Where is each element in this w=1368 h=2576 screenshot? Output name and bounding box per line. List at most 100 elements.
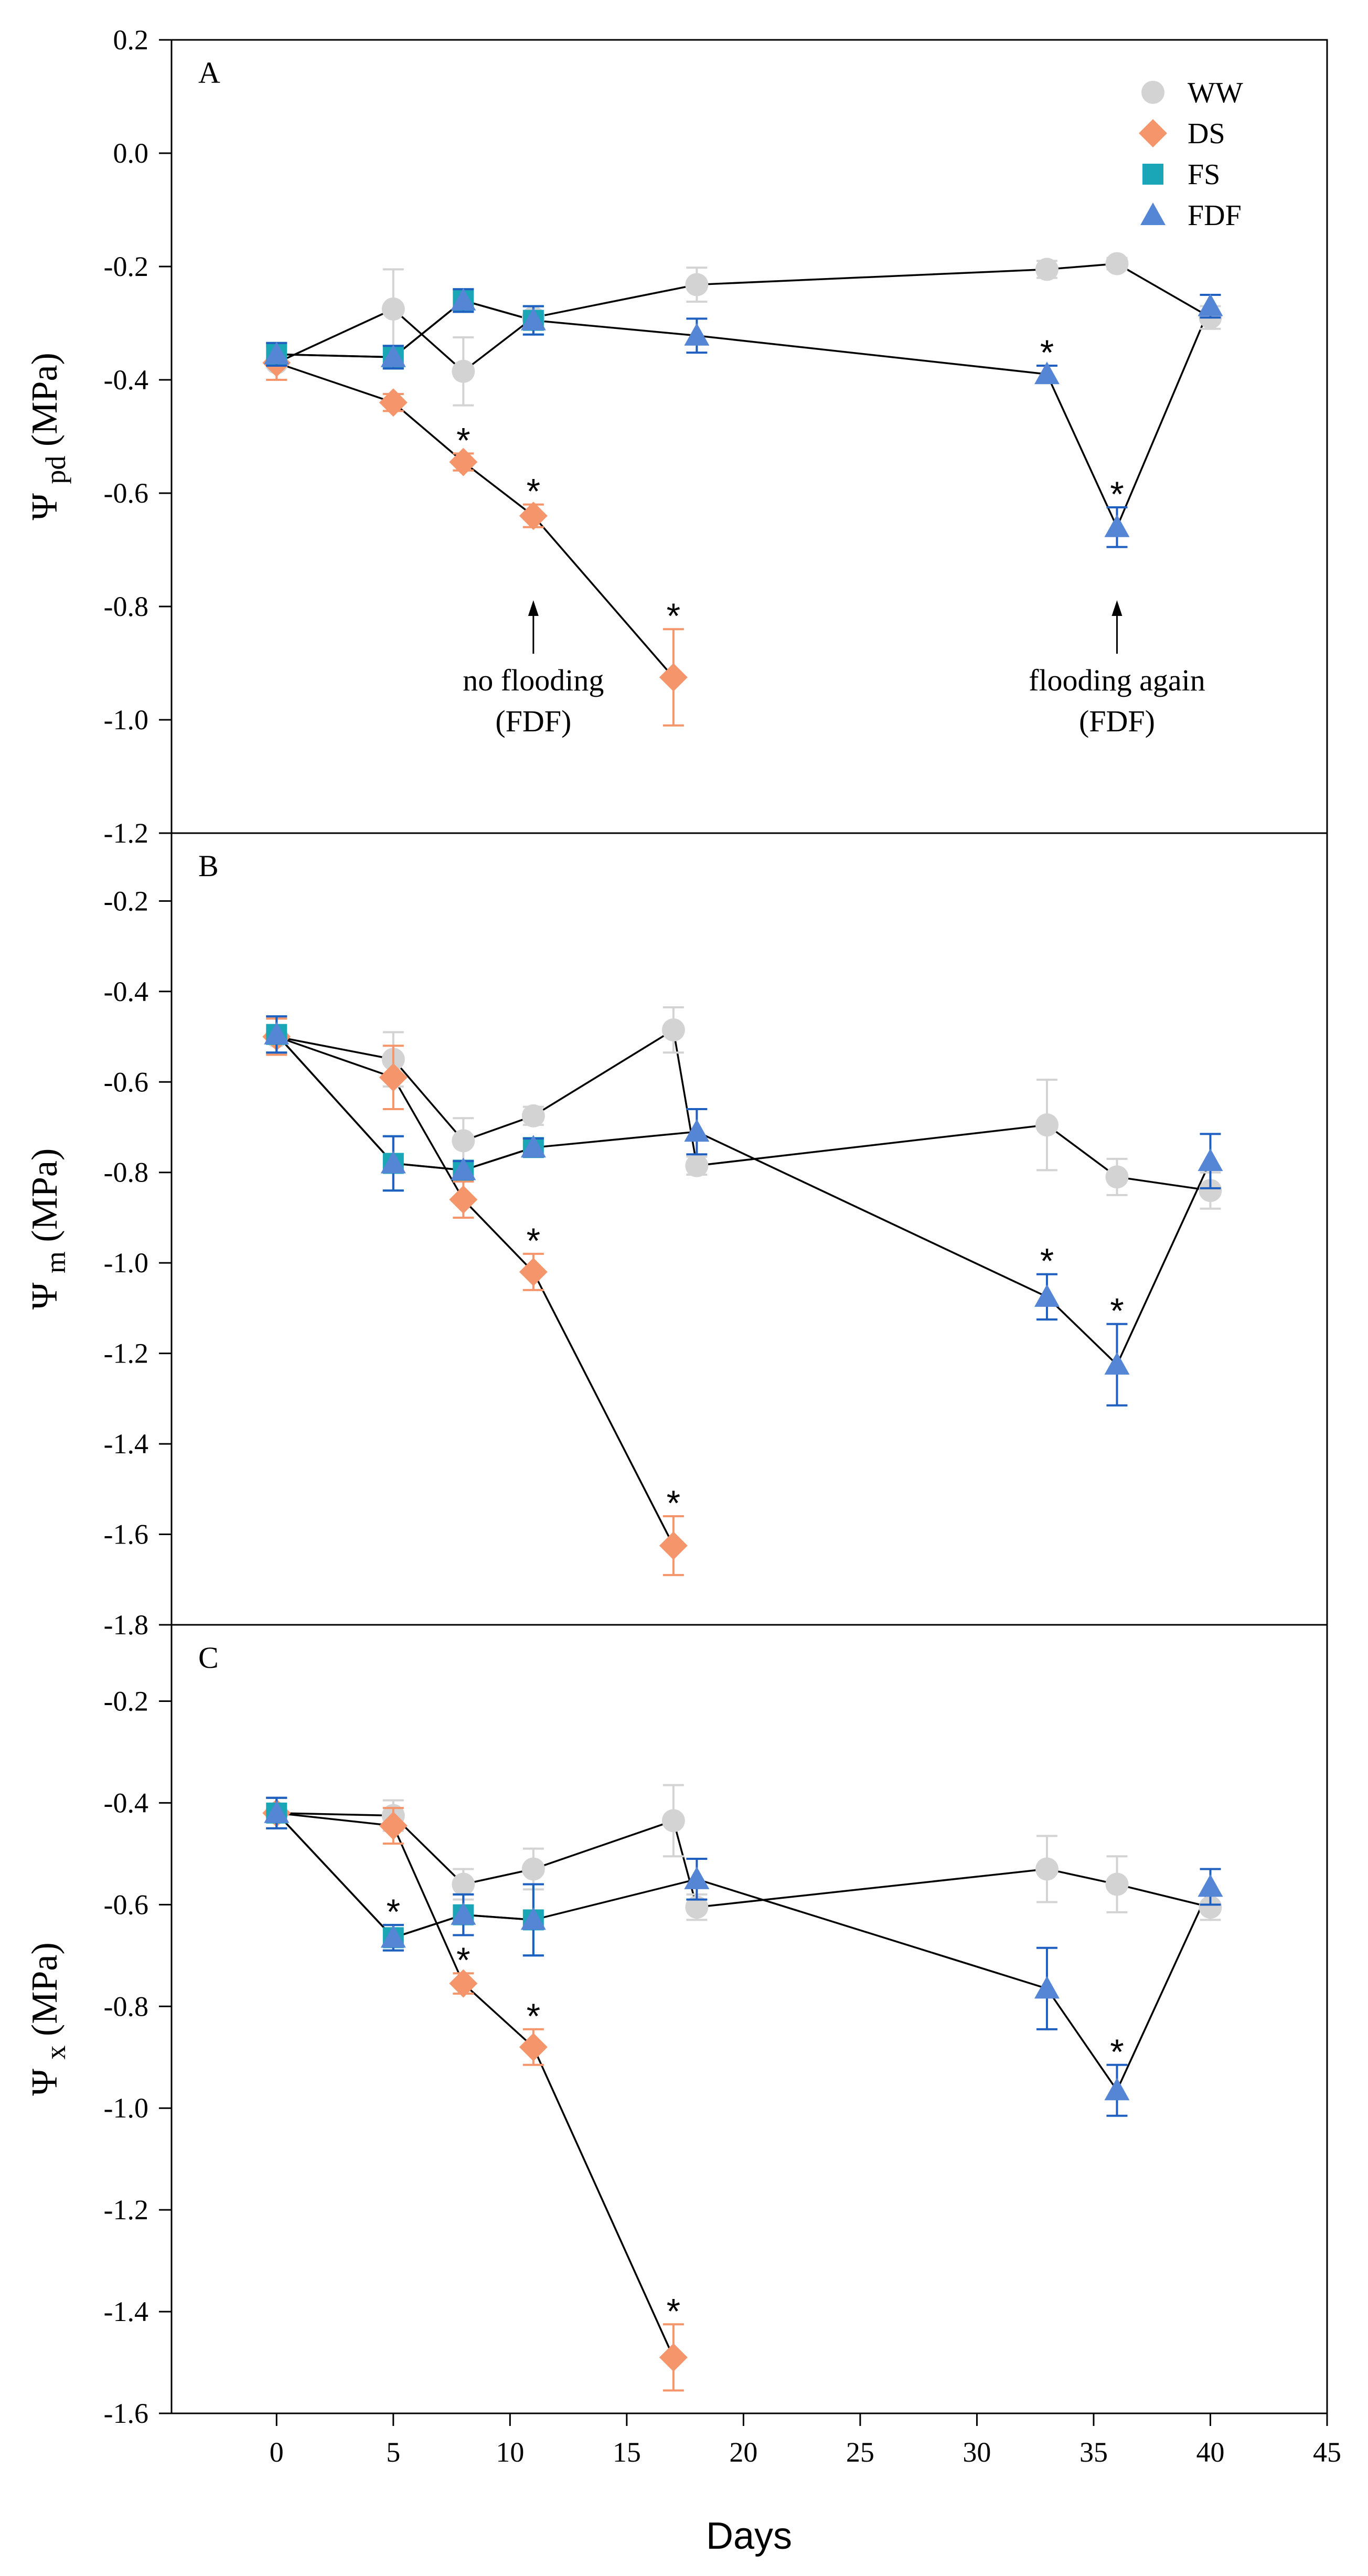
y-axis-title-subscript: m bbox=[40, 1251, 71, 1273]
y-tick-label: -0.6 bbox=[104, 1889, 148, 1920]
x-axis: 0 5 10 15 20 25 30 35 40 45 bbox=[270, 2413, 1341, 2468]
annotation-line-2: (FDF) bbox=[495, 704, 571, 738]
y-tick-label: -1.0 bbox=[104, 1247, 148, 1279]
y-axis-title: Ψ m (MPa) bbox=[25, 1148, 71, 1310]
data-point-ww bbox=[1199, 1896, 1222, 1919]
significance-star: * bbox=[667, 1483, 680, 1523]
x-tick-label: 45 bbox=[1313, 2436, 1341, 2468]
y-tick-label: -1.0 bbox=[104, 704, 148, 736]
y-tick-label: -0.8 bbox=[104, 1990, 148, 2022]
data-point-fdf bbox=[1034, 1976, 1060, 1999]
series-line-ww bbox=[276, 262, 1211, 373]
y-axis-title-symbol: Ψ bbox=[25, 484, 65, 520]
data-point-ds bbox=[659, 663, 688, 691]
x-tick-label: 25 bbox=[846, 2436, 874, 2468]
x-tick-label: 20 bbox=[729, 2436, 757, 2468]
data-point-ds bbox=[659, 1531, 688, 1560]
y-axis-title-symbol: Ψ bbox=[25, 2060, 65, 2096]
significance-star: * bbox=[1110, 2032, 1124, 2072]
significance-star: * bbox=[456, 1940, 470, 1980]
data-point-fdf bbox=[520, 307, 546, 331]
panel-a: 0.2 0.0 -0.2 -0.4 -0.6 -0.8 -1.0 -1.2 A Ψ pd (MPa… bbox=[25, 24, 1328, 849]
data-point-ww bbox=[1035, 258, 1059, 281]
significance-star: * bbox=[527, 1996, 540, 2036]
annotation-line-1: flooding again bbox=[1029, 663, 1205, 697]
legend-label-fdf: FDF bbox=[1188, 199, 1242, 232]
data-point-fdf bbox=[1198, 1148, 1223, 1172]
data-point-ww bbox=[1105, 1872, 1129, 1896]
annotation: no flooding (FDF) bbox=[463, 600, 604, 738]
significance-star: * bbox=[1110, 474, 1124, 514]
data-point-ds bbox=[379, 388, 408, 417]
data-point-ww bbox=[1035, 1857, 1059, 1881]
data-point-fdf bbox=[380, 1151, 406, 1174]
significance-star: * bbox=[667, 2291, 680, 2331]
data-point-fdf bbox=[1104, 514, 1130, 537]
significance-star: * bbox=[527, 1221, 540, 1261]
data-point-ww bbox=[685, 273, 709, 296]
x-tick-label: 35 bbox=[1080, 2436, 1108, 2468]
y-tick-label: -1.0 bbox=[104, 2092, 148, 2124]
legend-label-fs: FS bbox=[1188, 158, 1220, 191]
data-point-ww bbox=[685, 1154, 709, 1177]
data-point-fdf bbox=[380, 1925, 406, 1948]
legend-marker-ww bbox=[1141, 81, 1164, 104]
y-tick-label: 0.0 bbox=[113, 137, 149, 169]
y-tick-label: -0.8 bbox=[104, 591, 148, 622]
data-point-fdf bbox=[451, 1157, 476, 1180]
series-line-fdf bbox=[276, 299, 1212, 530]
data-point-fdf bbox=[1198, 1874, 1223, 1897]
y-tick-label: -1.2 bbox=[104, 817, 148, 849]
y-axis-title-symbol: Ψ bbox=[25, 1273, 65, 1310]
data-point-ds bbox=[449, 1969, 478, 1998]
data-point-ww bbox=[521, 1857, 545, 1881]
data-point-fdf bbox=[1034, 361, 1060, 385]
x-tick-label: 10 bbox=[496, 2436, 524, 2468]
data-point-ds bbox=[659, 2343, 688, 2372]
data-point-ds bbox=[379, 1063, 408, 1092]
significance-star: * bbox=[527, 472, 540, 512]
y-axis-title-unit: (MPa) bbox=[25, 1942, 65, 2045]
y-tick-label: -1.4 bbox=[104, 1428, 148, 1460]
data-point-fdf bbox=[451, 1902, 476, 1925]
annotation-line-2: (FDF) bbox=[1079, 704, 1155, 738]
data-point-ww bbox=[685, 1896, 709, 1919]
significance-star: * bbox=[1040, 333, 1054, 372]
legend-label-ww: WW bbox=[1188, 77, 1243, 109]
series-line-fdf bbox=[275, 1812, 1212, 2092]
legend-marker-fs bbox=[1142, 164, 1163, 185]
x-axis-title: Days bbox=[706, 2515, 792, 2557]
data-point-ds bbox=[449, 448, 478, 476]
data-point-fdf bbox=[520, 1135, 546, 1158]
annotation-line-1: no flooding bbox=[463, 663, 604, 697]
y-tick-label: -1.6 bbox=[104, 1519, 148, 1550]
significance-star: * bbox=[456, 420, 470, 460]
y-axis-title-unit: (MPa) bbox=[25, 1148, 65, 1251]
y-tick-label: -0.2 bbox=[104, 251, 148, 282]
x-tick-label: 30 bbox=[963, 2436, 991, 2468]
y-axis-title-subscript: x bbox=[40, 2046, 71, 2060]
panel-c: -0.2 -0.4 -0.6 -0.8 -1.0 -1.2 -1.4 -1.6 C Ψ x (MP… bbox=[25, 1624, 1328, 2429]
significance-star: * bbox=[1040, 1241, 1054, 1281]
series-fdf bbox=[264, 1796, 1223, 2117]
data-point-fdf bbox=[264, 1021, 290, 1045]
y-tick-label: -1.2 bbox=[104, 1338, 148, 1369]
data-point-ds bbox=[519, 2032, 548, 2061]
data-point-fdf bbox=[264, 342, 290, 365]
significance-star: * bbox=[667, 596, 680, 636]
y-tick-label: -1.8 bbox=[104, 1609, 148, 1641]
data-point-ds bbox=[379, 1812, 408, 1840]
legend: WW DS FS FDF bbox=[1139, 77, 1243, 232]
y-tick-label: -1.6 bbox=[104, 2398, 148, 2429]
x-tick-label: 0 bbox=[270, 2436, 284, 2468]
y-tick-label: -0.8 bbox=[104, 1157, 148, 1188]
data-point-fdf bbox=[451, 288, 476, 311]
legend-marker-ds bbox=[1139, 119, 1167, 147]
data-point-ww bbox=[381, 297, 405, 321]
x-tick-label: 15 bbox=[613, 2436, 641, 2468]
series-fdf bbox=[264, 288, 1223, 548]
y-tick-label: -0.2 bbox=[104, 1685, 148, 1717]
y-tick-label: -0.4 bbox=[104, 1787, 148, 1818]
y-axis-title-subscript: pd bbox=[40, 456, 71, 484]
